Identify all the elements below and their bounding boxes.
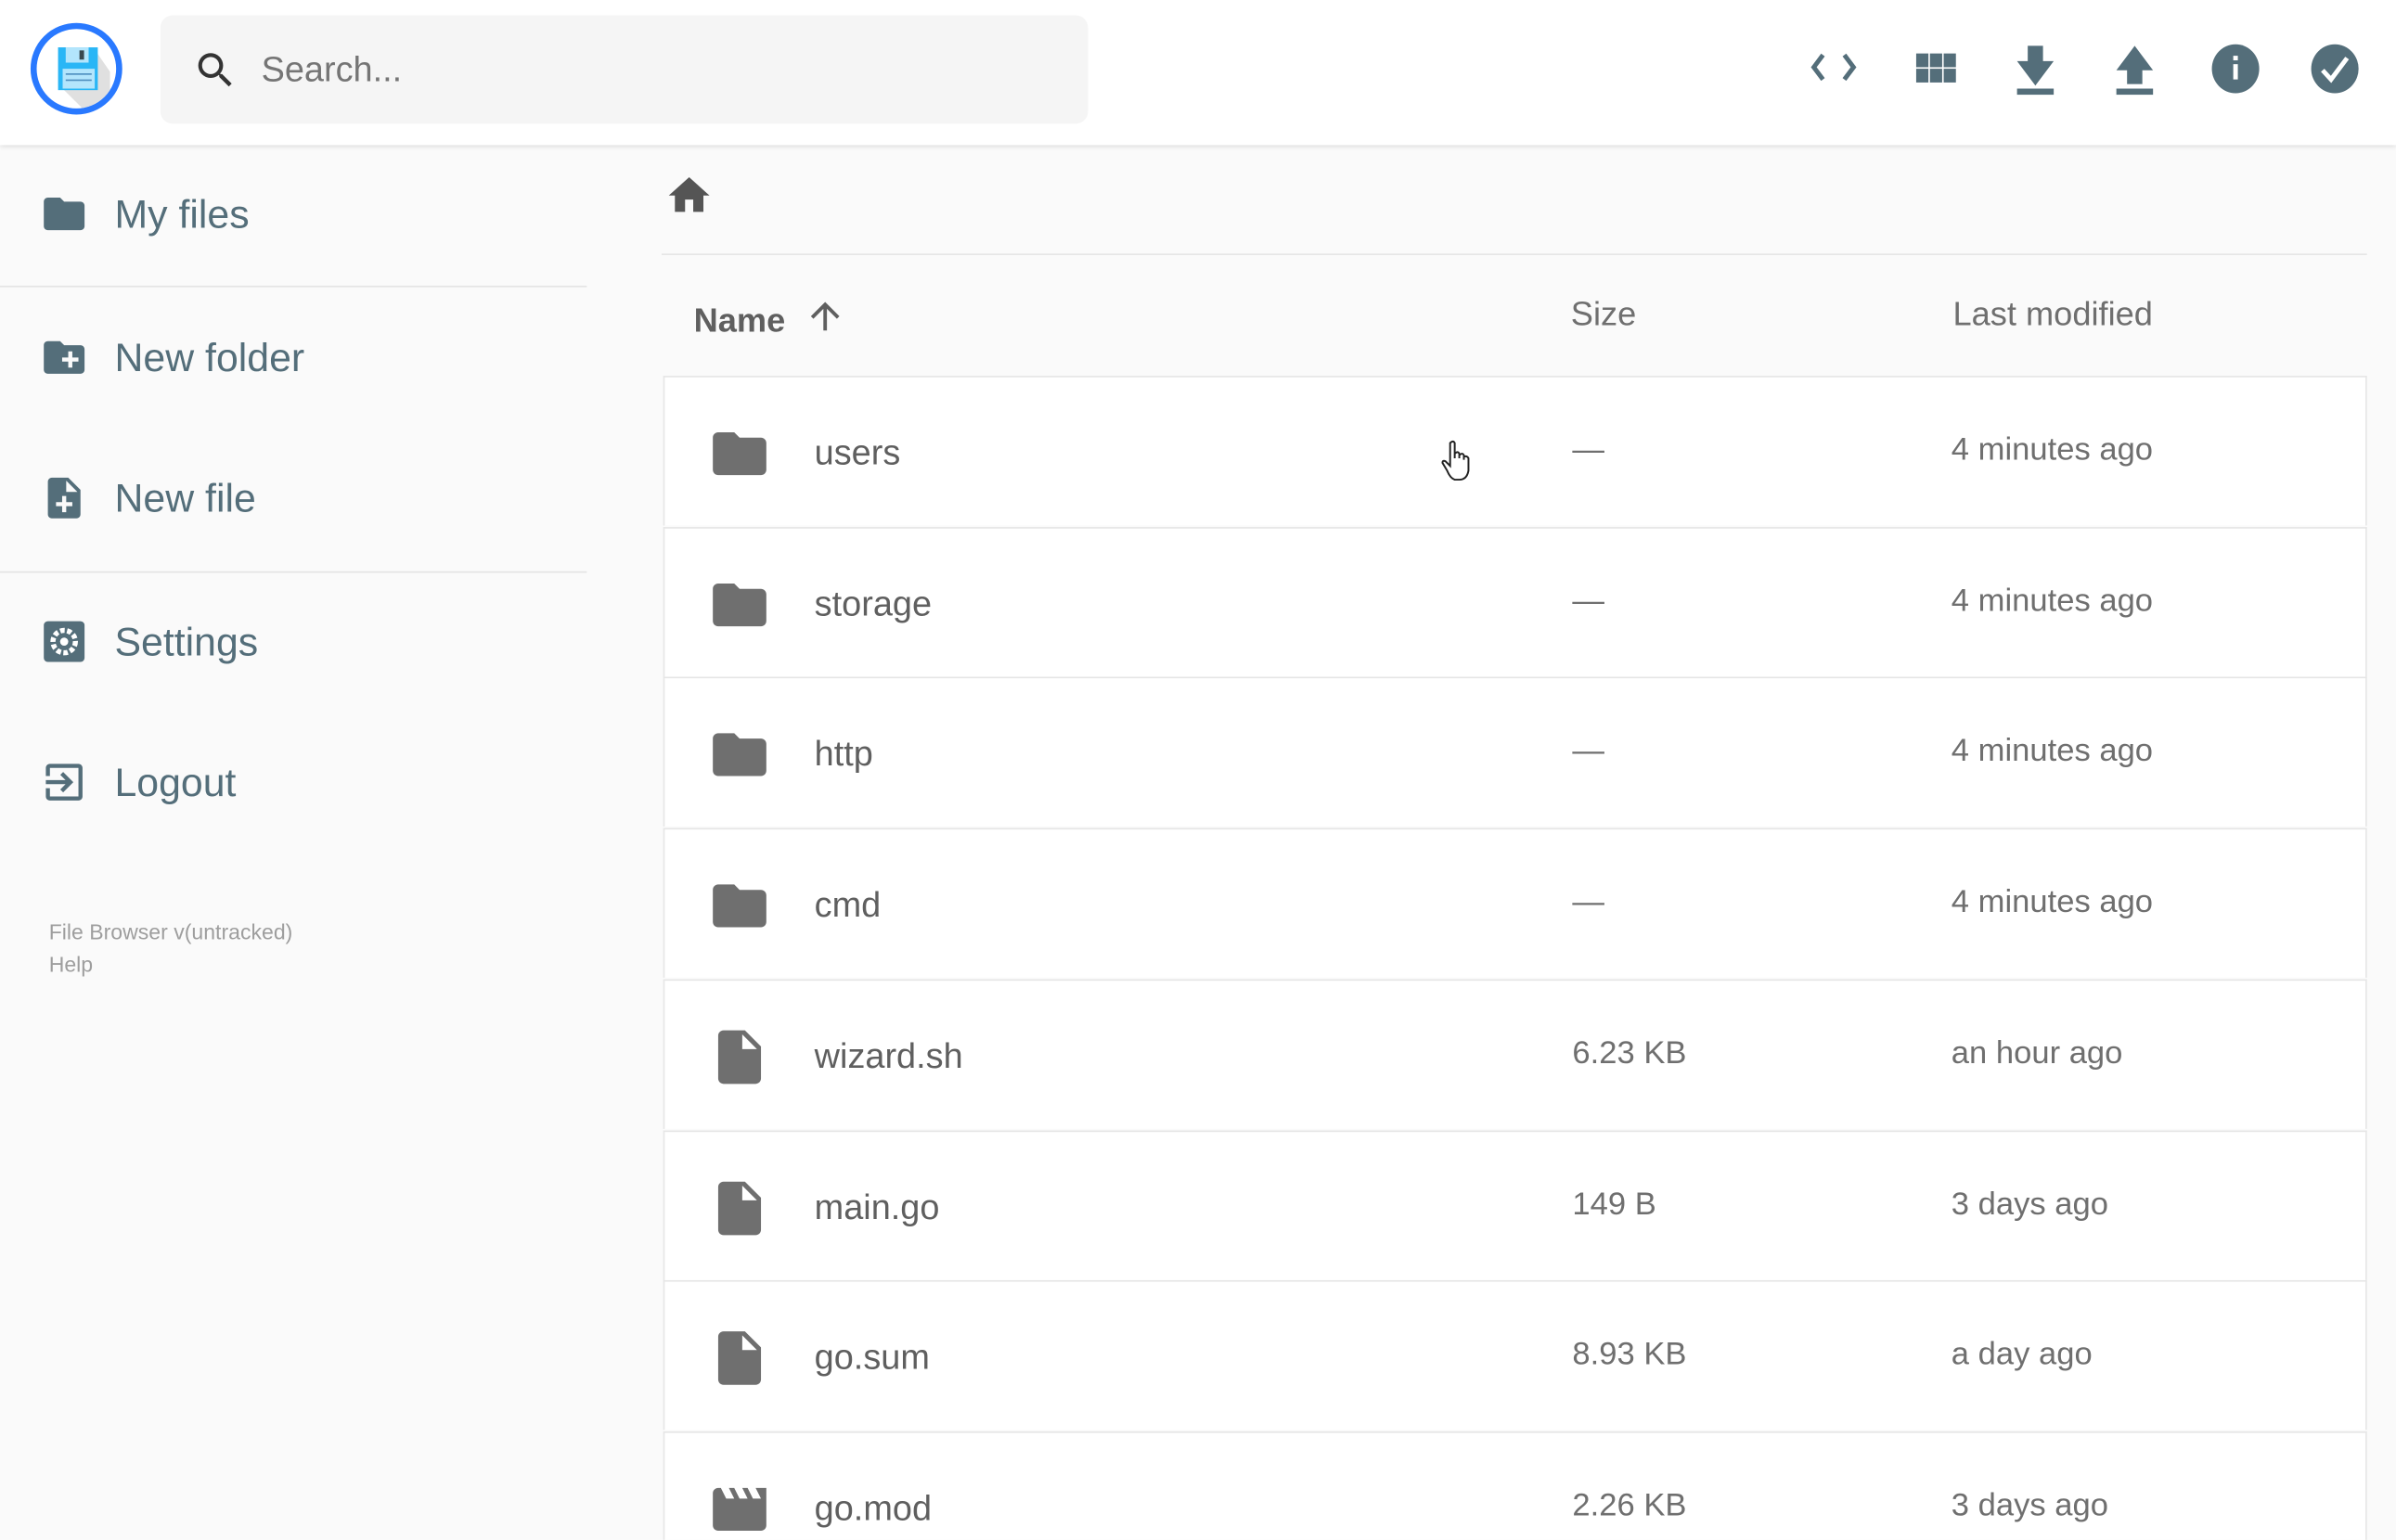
sidebar-item-logout[interactable]: Logout bbox=[0, 737, 586, 828]
folder-icon bbox=[713, 734, 766, 777]
sidebar-item-label: New file bbox=[114, 475, 256, 521]
sidebar-divider bbox=[0, 285, 587, 288]
logo[interactable] bbox=[30, 22, 122, 115]
floppy-disk-icon bbox=[58, 47, 110, 109]
folder-icon bbox=[713, 583, 766, 626]
file-name: http bbox=[814, 734, 873, 774]
file-modified: 3 days ago bbox=[1951, 1487, 2109, 1523]
search-icon bbox=[198, 53, 232, 87]
grid-icon bbox=[1915, 53, 1956, 83]
hand-pointer-icon bbox=[1441, 440, 1470, 481]
file-name: storage bbox=[814, 583, 933, 623]
file-name: main.go bbox=[814, 1186, 940, 1226]
breadcrumb-divider bbox=[662, 253, 2367, 255]
sidebar-item-label: My files bbox=[114, 190, 250, 237]
file-size: — bbox=[1572, 884, 1605, 920]
file-type-icon bbox=[707, 421, 771, 493]
sidebar-item-my-files[interactable]: My files bbox=[0, 168, 586, 260]
column-name-label: Name bbox=[693, 301, 786, 340]
home-icon bbox=[668, 177, 710, 212]
file-type-icon bbox=[707, 1175, 771, 1247]
file-modified: 4 minutes ago bbox=[1951, 734, 2154, 769]
file-type-icon bbox=[707, 1327, 771, 1398]
file-type-icon bbox=[707, 874, 771, 945]
file-modified: 4 minutes ago bbox=[1951, 432, 2154, 468]
file-icon bbox=[717, 1030, 762, 1084]
code-icon bbox=[1810, 53, 1857, 82]
folder-icon bbox=[713, 432, 766, 476]
file-modified: 3 days ago bbox=[1951, 1186, 2109, 1222]
file-size: — bbox=[1572, 734, 1605, 769]
sidebar-item-label: Settings bbox=[114, 618, 259, 665]
file-modified: a day ago bbox=[1951, 1337, 2093, 1373]
file-name: go.mod bbox=[814, 1487, 933, 1528]
sidebar-item-new-folder[interactable]: New folder bbox=[0, 312, 586, 404]
file-size: 149 B bbox=[1572, 1186, 1656, 1222]
file-size: — bbox=[1572, 432, 1605, 468]
logout-icon bbox=[45, 764, 83, 801]
file-name: users bbox=[814, 432, 901, 472]
file-size: 8.93 KB bbox=[1572, 1337, 1687, 1373]
column-header-modified[interactable]: Last modified bbox=[1952, 294, 2153, 333]
check-circle-icon bbox=[2311, 44, 2359, 94]
create-new-folder-icon bbox=[44, 340, 85, 374]
column-header-name[interactable]: Name bbox=[694, 295, 847, 340]
file-row[interactable]: go.sum 8.93 KB a day ago bbox=[663, 1280, 2367, 1431]
help-link[interactable]: Help bbox=[48, 951, 94, 977]
sidebar-item-settings[interactable]: Settings bbox=[0, 596, 586, 687]
file-size: 6.23 KB bbox=[1572, 1035, 1687, 1071]
sidebar-item-label: New folder bbox=[114, 334, 305, 381]
breadcrumb-home[interactable] bbox=[664, 171, 714, 227]
file-row[interactable]: wizard.sh 6.23 KB an hour ago bbox=[663, 979, 2367, 1129]
file-row[interactable]: users — 4 minutes ago bbox=[663, 376, 2367, 526]
info-button[interactable] bbox=[2205, 38, 2266, 99]
folder-icon bbox=[44, 197, 85, 231]
code-view-button[interactable] bbox=[1803, 38, 1864, 99]
top-bar: Search... bbox=[0, 0, 2396, 146]
file-type-icon bbox=[707, 1477, 771, 1540]
select-multiple-button[interactable] bbox=[2304, 38, 2365, 99]
download-button[interactable] bbox=[2004, 38, 2066, 99]
column-header-size[interactable]: Size bbox=[1570, 294, 1637, 333]
file-size: — bbox=[1572, 583, 1605, 619]
file-row[interactable]: http — 4 minutes ago bbox=[663, 677, 2367, 828]
upload-button[interactable] bbox=[2104, 38, 2165, 99]
search-bar[interactable]: Search... bbox=[160, 15, 1089, 124]
file-modified: an hour ago bbox=[1951, 1035, 2123, 1071]
arrow-up-icon bbox=[810, 302, 840, 331]
search-input[interactable]: Search... bbox=[261, 48, 403, 89]
file-row[interactable]: storage — 4 minutes ago bbox=[663, 526, 2367, 676]
file-icon bbox=[717, 1180, 762, 1235]
file-type-icon bbox=[707, 572, 771, 644]
movie-icon bbox=[713, 1487, 766, 1531]
sidebar-item-new-file[interactable]: New file bbox=[0, 452, 586, 544]
file-row[interactable]: go.mod 2.26 KB 3 days ago bbox=[663, 1431, 2367, 1540]
file-icon bbox=[717, 1331, 762, 1386]
file-type-icon bbox=[707, 724, 771, 795]
sidebar-item-label: Logout bbox=[114, 759, 237, 805]
file-type-icon bbox=[707, 1025, 771, 1097]
file-modified: 4 minutes ago bbox=[1951, 583, 2154, 619]
file-name: go.sum bbox=[814, 1337, 930, 1377]
folder-icon bbox=[713, 884, 766, 928]
note-add-icon bbox=[47, 477, 81, 519]
file-name: wizard.sh bbox=[814, 1035, 963, 1075]
file-row[interactable]: main.go 149 B 3 days ago bbox=[663, 1129, 2367, 1280]
file-size: 2.26 KB bbox=[1572, 1487, 1687, 1523]
file-name: cmd bbox=[814, 884, 882, 925]
mouse-cursor bbox=[1441, 440, 1475, 490]
download-icon bbox=[2016, 45, 2055, 96]
grid-view-button[interactable] bbox=[1905, 38, 1966, 99]
upload-icon bbox=[2116, 45, 2154, 96]
file-modified: 4 minutes ago bbox=[1951, 884, 2154, 920]
file-row[interactable]: cmd — 4 minutes ago bbox=[663, 828, 2367, 979]
info-icon bbox=[2211, 44, 2260, 94]
version-text: File Browser v(untracked) bbox=[48, 919, 293, 944]
settings-icon bbox=[44, 621, 85, 662]
sidebar-divider bbox=[0, 571, 587, 573]
